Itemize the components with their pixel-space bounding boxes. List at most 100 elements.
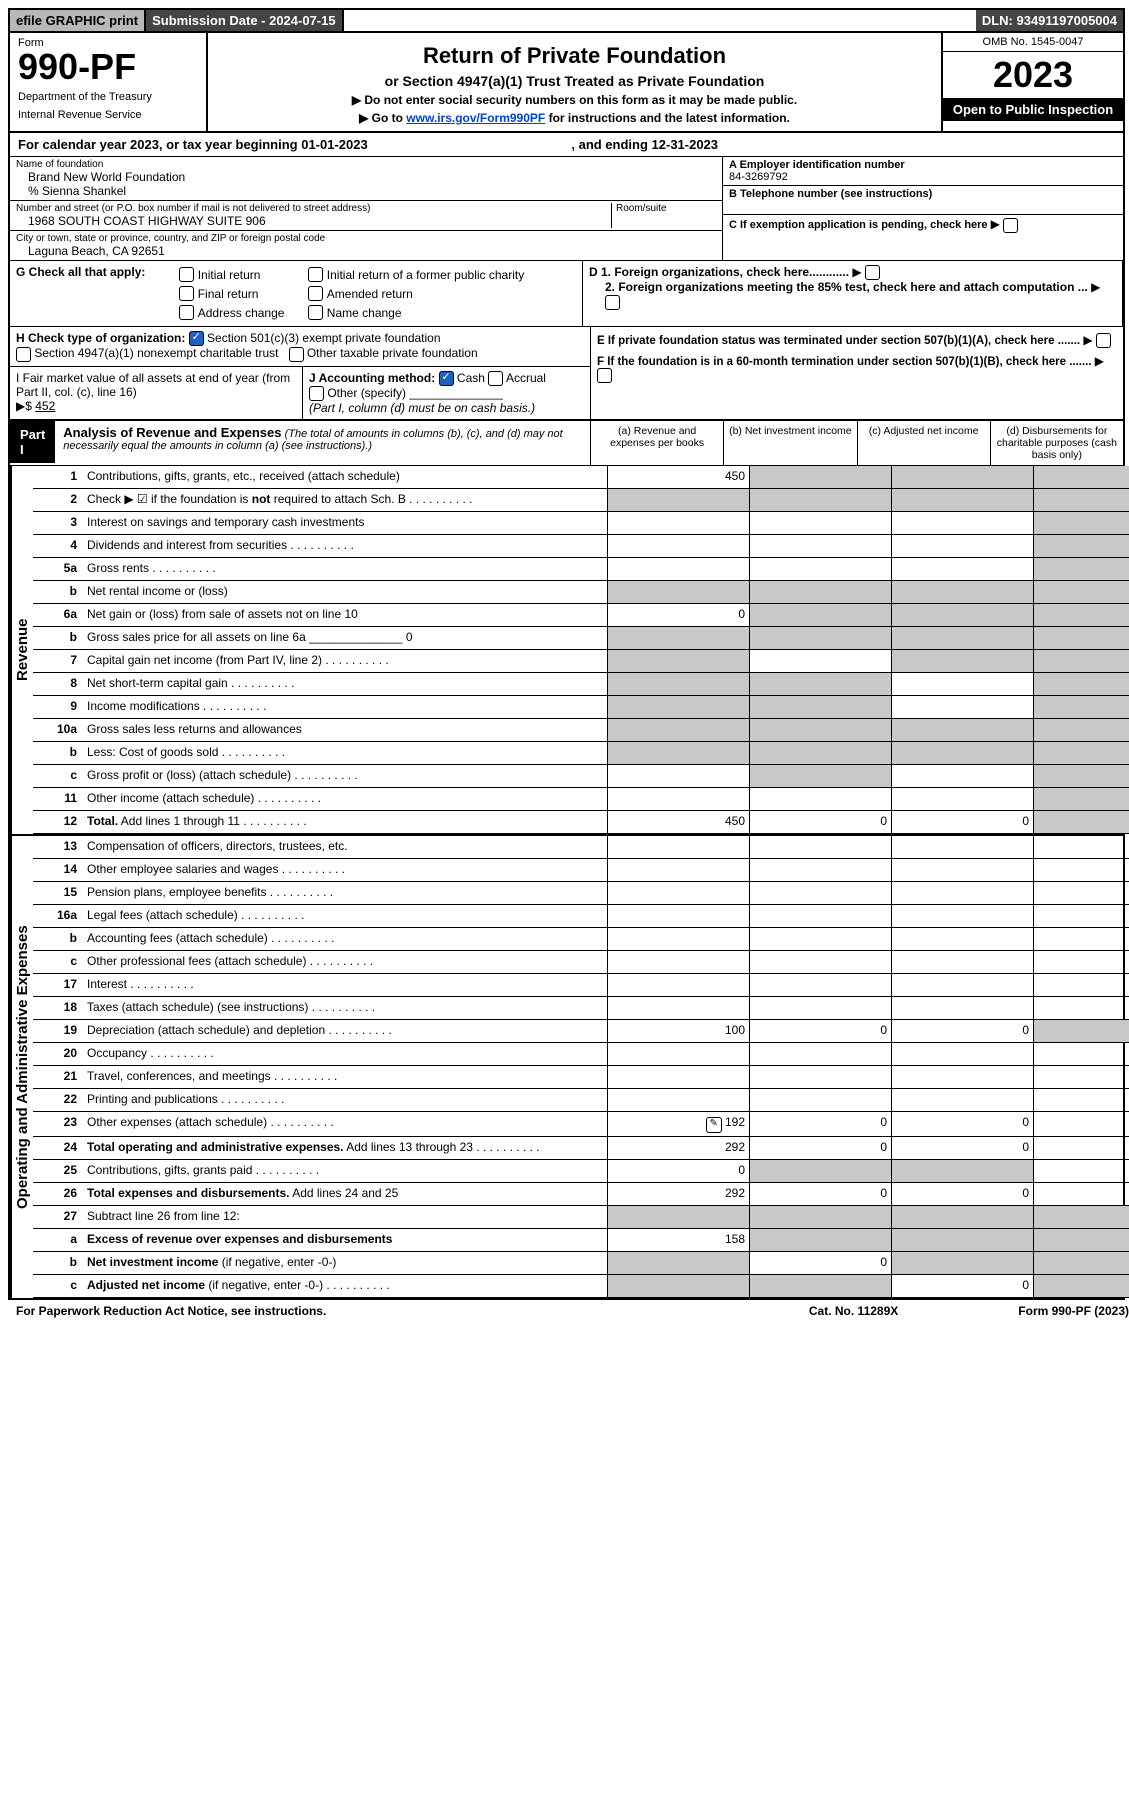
line-desc: Less: Cost of goods sold	[83, 742, 607, 764]
cell-c	[891, 535, 1033, 557]
cell-b	[749, 696, 891, 718]
cell-c	[891, 558, 1033, 580]
cell-d	[1033, 1066, 1129, 1088]
cell-d: 192	[1033, 1112, 1129, 1136]
e-lbl: E If private foundation status was termi…	[597, 335, 1080, 347]
opt-initial: Initial return	[198, 268, 261, 282]
cell-a	[607, 627, 749, 649]
cb-final[interactable]	[179, 286, 194, 301]
line-num: 10a	[33, 719, 83, 741]
line-desc: Total expenses and disbursements. Add li…	[83, 1183, 607, 1205]
e-checkbox[interactable]	[1096, 333, 1111, 348]
j-lbl: J Accounting method:	[309, 371, 435, 385]
line-13: 13Compensation of officers, directors, t…	[33, 836, 1129, 859]
cell-c: 0	[891, 1112, 1033, 1136]
cell-c	[891, 928, 1033, 950]
hij-left: H Check type of organization: Section 50…	[10, 327, 591, 419]
cell-c	[891, 489, 1033, 511]
cb-cash[interactable]	[439, 371, 454, 386]
opt-final: Final return	[198, 287, 259, 301]
cell-a	[607, 836, 749, 858]
line-17: 17Interest	[33, 974, 1129, 997]
cell-a	[607, 719, 749, 741]
cell-a: 0	[607, 604, 749, 626]
opt-name-change: Name change	[327, 306, 402, 320]
cell-c	[891, 1160, 1033, 1182]
line-22: 22Printing and publications	[33, 1089, 1129, 1112]
cell-b: 0	[749, 811, 891, 833]
line-desc: Total operating and administrative expen…	[83, 1137, 607, 1159]
line-desc: Occupancy	[83, 1043, 607, 1065]
cb-name-change[interactable]	[308, 305, 323, 320]
header-center: Return of Private Foundation or Section …	[208, 33, 941, 131]
cell-a: 292	[607, 1137, 749, 1159]
cell-d	[1033, 1206, 1129, 1228]
line-desc: Adjusted net income (if negative, enter …	[83, 1275, 607, 1297]
cell-c	[891, 466, 1033, 488]
line-num: c	[33, 1275, 83, 1297]
form-link[interactable]: www.irs.gov/Form990PF	[406, 111, 545, 125]
cell-a	[607, 951, 749, 973]
revenue-table: Revenue 1Contributions, gifts, grants, e…	[10, 466, 1123, 834]
ein-cell: A Employer identification number 84-3269…	[723, 157, 1123, 186]
cell-a	[607, 765, 749, 787]
care-of: % Sienna Shankel	[16, 184, 716, 198]
line-desc: Contributions, gifts, grants paid	[83, 1160, 607, 1182]
line-desc: Other professional fees (attach schedule…	[83, 951, 607, 973]
cb-initial[interactable]	[179, 267, 194, 282]
cb-amended[interactable]	[308, 286, 323, 301]
cb-501c3[interactable]	[189, 331, 204, 346]
cell-c	[891, 859, 1033, 881]
line-desc: Depreciation (attach schedule) and deple…	[83, 1020, 607, 1042]
cb-initial-public[interactable]	[308, 267, 323, 282]
d1-checkbox[interactable]	[865, 265, 880, 280]
cell-a: 450	[607, 466, 749, 488]
cb-other-tax[interactable]	[289, 347, 304, 362]
line-16a: 16aLegal fees (attach schedule)	[33, 905, 1129, 928]
footer-catno: Cat. No. 11289X	[809, 1304, 898, 1318]
part1-cols: (a) Revenue and expenses per books (b) N…	[591, 421, 1123, 465]
line-20: 20Occupancy	[33, 1043, 1129, 1066]
cell-b	[749, 742, 891, 764]
c-checkbox[interactable]	[1003, 218, 1018, 233]
line-23: 23Other expenses (attach schedule)✎ 1920…	[33, 1112, 1129, 1137]
cell-d	[1033, 836, 1129, 858]
cb-address[interactable]	[179, 305, 194, 320]
d2-checkbox[interactable]	[605, 295, 620, 310]
cell-a	[607, 558, 749, 580]
line-12: 12Total. Add lines 1 through 1145000	[33, 811, 1129, 834]
f-checkbox[interactable]	[597, 368, 612, 383]
cell-c	[891, 719, 1033, 741]
ij-row: I Fair market value of all assets at end…	[10, 367, 590, 420]
cell-d	[1033, 1252, 1129, 1274]
cb-accrual[interactable]	[488, 371, 503, 386]
line-21: 21Travel, conferences, and meetings	[33, 1066, 1129, 1089]
cell-c: 0	[891, 1275, 1033, 1297]
title: Return of Private Foundation	[214, 43, 935, 69]
cell-b	[749, 859, 891, 881]
cell-c: 0	[891, 1020, 1033, 1042]
cb-4947[interactable]	[16, 347, 31, 362]
cell-c	[891, 581, 1033, 603]
cell-d	[1033, 627, 1129, 649]
cell-b	[749, 719, 891, 741]
cell-b	[749, 581, 891, 603]
cell-d	[1033, 951, 1129, 973]
note2-pre: ▶ Go to	[359, 111, 406, 125]
efile-label: efile GRAPHIC print	[10, 10, 146, 31]
cb-other-acct[interactable]	[309, 386, 324, 401]
cell-b	[749, 1066, 891, 1088]
cell-d	[1033, 811, 1129, 833]
opt-amended: Amended return	[327, 287, 413, 301]
cell-a	[607, 742, 749, 764]
line-27: 27Subtract line 26 from line 12:	[33, 1206, 1129, 1229]
line-a: aExcess of revenue over expenses and dis…	[33, 1229, 1129, 1252]
line-num: 18	[33, 997, 83, 1019]
hij-row: H Check type of organization: Section 50…	[10, 327, 1123, 421]
attachment-icon[interactable]: ✎	[706, 1117, 722, 1133]
cal-start: For calendar year 2023, or tax year begi…	[18, 137, 368, 152]
calendar-year: For calendar year 2023, or tax year begi…	[10, 133, 1123, 157]
cell-b	[749, 627, 891, 649]
note2-post: for instructions and the latest informat…	[545, 111, 790, 125]
cell-c: 0	[891, 1183, 1033, 1205]
